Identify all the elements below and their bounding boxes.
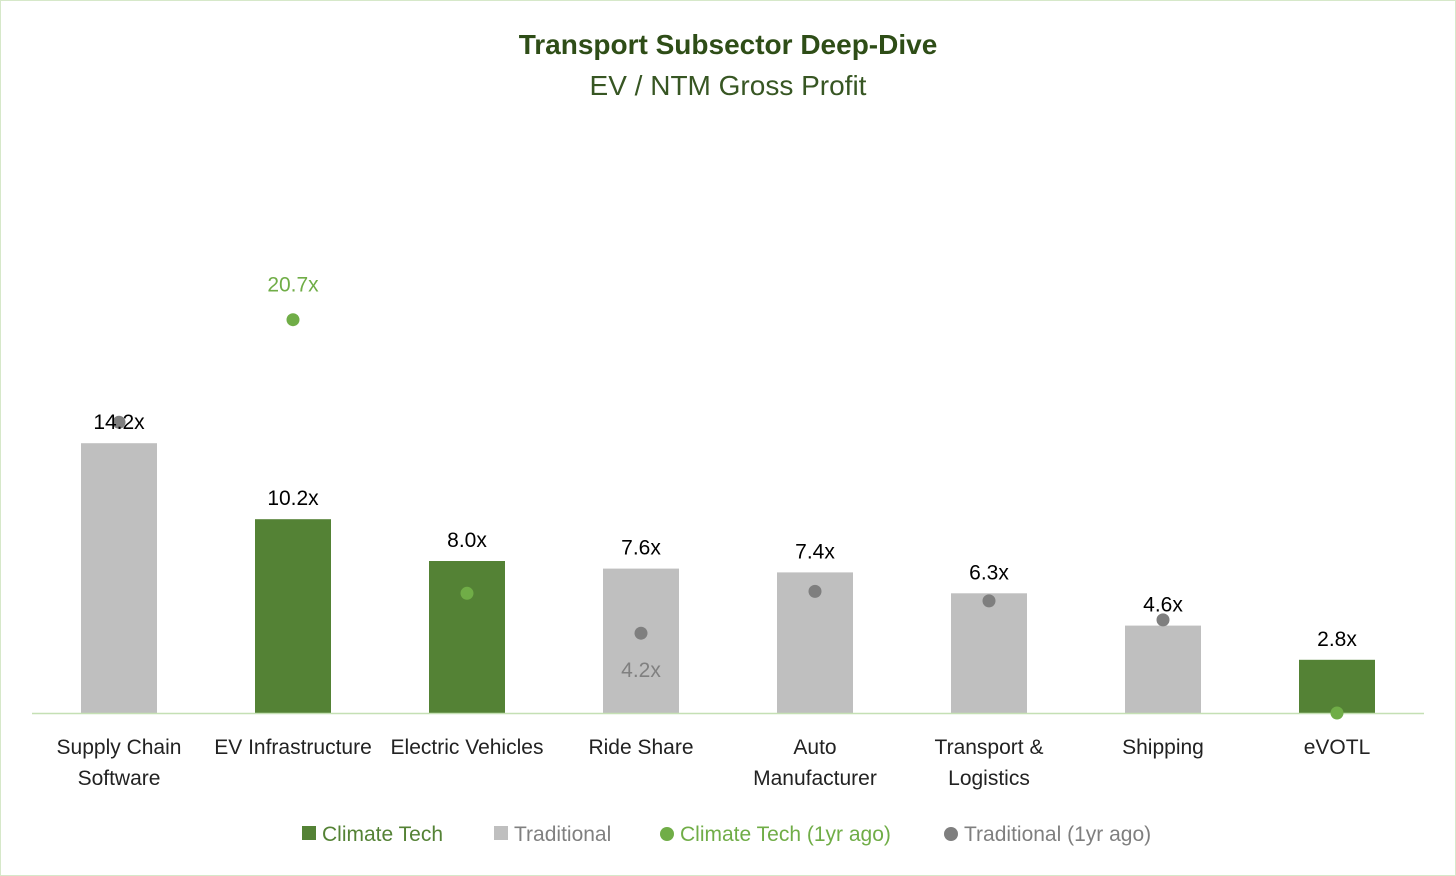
bar-value-label-ride-share: 7.6x xyxy=(621,537,661,560)
legend-marker-climate-tech-1yr xyxy=(660,827,674,841)
x-tick-label-supply-chain-software: Software xyxy=(78,767,161,790)
x-tick-label-auto-manufacturer: Manufacturer xyxy=(753,767,877,790)
legend-label-traditional-1yr: Traditional (1yr ago) xyxy=(964,823,1151,846)
legend-label-traditional: Traditional xyxy=(514,823,611,846)
legend-swatch-traditional xyxy=(494,826,508,840)
bar-value-label-shipping: 4.6x xyxy=(1143,594,1183,617)
x-tick-label-ride-share: Ride Share xyxy=(588,736,693,759)
point-1yr-ago-supply-chain-software xyxy=(112,415,126,429)
point-1yr-ago-label-ride-share: 4.2x xyxy=(621,659,661,682)
x-tick-label-auto-manufacturer: Auto xyxy=(793,736,836,759)
point-1yr-ago-shipping xyxy=(1156,613,1170,627)
point-1yr-ago-electric-vehicles xyxy=(460,586,474,600)
point-1yr-ago-label-ev-infrastructure: 20.7x xyxy=(267,274,319,297)
legend-marker-traditional-1yr xyxy=(944,827,958,841)
bar-ride-share xyxy=(603,568,679,713)
legend: Climate Tech Traditional Climate Tech (1… xyxy=(302,823,1151,846)
point-1yr-ago-evotl xyxy=(1330,706,1344,720)
bar-electric-vehicles xyxy=(429,561,505,713)
point-1yr-ago-ride-share xyxy=(634,626,648,640)
x-tick-label-evotl: eVOTL xyxy=(1304,736,1371,759)
bar-transport-logistics xyxy=(951,593,1027,713)
bar-value-label-evotl: 2.8x xyxy=(1317,628,1357,651)
x-tick-label-transport-logistics: Logistics xyxy=(948,767,1030,790)
chart-title: Transport Subsector Deep-Dive xyxy=(519,29,938,60)
bar-value-label-electric-vehicles: 8.0x xyxy=(447,529,487,552)
x-tick-label-shipping: Shipping xyxy=(1122,736,1204,759)
bar-value-label-auto-manufacturer: 7.4x xyxy=(795,540,835,563)
legend-label-climate-tech-1yr: Climate Tech (1yr ago) xyxy=(680,823,891,846)
bar-value-label-supply-chain-software: 14.2x xyxy=(93,411,145,434)
bar-supply-chain-software xyxy=(81,443,157,713)
x-tick-label-electric-vehicles: Electric Vehicles xyxy=(391,736,544,759)
legend-swatch-climate-tech xyxy=(302,826,316,840)
bar-value-label-transport-logistics: 6.3x xyxy=(969,561,1009,584)
point-1yr-ago-auto-manufacturer xyxy=(808,584,822,598)
x-tick-label-ev-infrastructure: EV Infrastructure xyxy=(214,736,372,759)
chart-subtitle: EV / NTM Gross Profit xyxy=(590,70,867,101)
x-tick-label-supply-chain-software: Supply Chain xyxy=(57,736,182,759)
point-1yr-ago-ev-infrastructure xyxy=(286,313,300,327)
x-tick-label-transport-logistics: Transport & xyxy=(935,736,1044,759)
bar-ev-infrastructure xyxy=(255,519,331,713)
bar-evotl xyxy=(1299,659,1375,713)
bar-value-label-ev-infrastructure: 10.2x xyxy=(267,487,319,510)
point-1yr-ago-transport-logistics xyxy=(982,594,996,608)
legend-label-climate-tech: Climate Tech xyxy=(322,823,443,846)
bar-shipping xyxy=(1125,625,1201,713)
